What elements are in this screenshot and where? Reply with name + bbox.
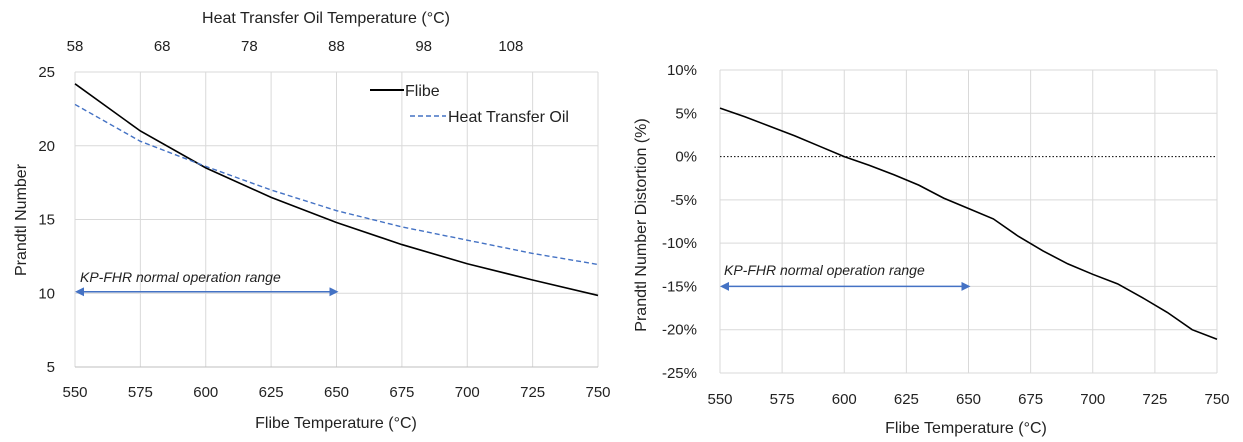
left-x-tick-label: 675 — [389, 384, 414, 401]
right-y-tick-label: -25% — [662, 365, 697, 382]
left-x-tick-label: 550 — [62, 384, 87, 401]
legend-flibe-label: Flibe — [405, 83, 440, 100]
left-legend: Flibe Heat Transfer Oil — [370, 83, 569, 126]
right-y-tick-labels: 10% 5% 0% -5% -10% -15% -20% -25% — [662, 62, 697, 382]
prandtl-number-chart: 550 575 600 625 650 675 700 725 750 58 68 78 88 98 10… — [13, 10, 611, 432]
right-y-tick-label: -15% — [662, 278, 697, 295]
left-y-tick-labels: 5 10 15 20 25 — [38, 64, 55, 376]
right-x-tick-label: 625 — [894, 391, 919, 408]
right-y-tick-label: 0% — [675, 149, 697, 166]
right-y-tick-label: 5% — [675, 105, 697, 122]
heat-transfer-oil-line — [74, 103, 599, 266]
right-x-tick-label: 700 — [1080, 391, 1105, 408]
prandtl-distortion-chart: 550 575 600 625 650 675 700 725 750 10% 5% 0% -5% -1… — [633, 62, 1230, 437]
right-y-axis-title: Prandtl Number Distortion (%) — [633, 118, 650, 331]
right-x-tick-labels: 550 575 600 625 650 675 700 725 750 — [707, 391, 1229, 408]
left-y-tick-label: 25 — [38, 64, 55, 81]
left-top-x-tick-label: 78 — [241, 38, 258, 55]
right-y-tick-label: -20% — [662, 322, 697, 339]
left-top-x-tick-label: 88 — [328, 38, 345, 55]
left-x-tick-label: 625 — [259, 384, 284, 401]
right-x-tick-label: 575 — [770, 391, 795, 408]
left-annotation-label: KP-FHR normal operation range — [80, 269, 281, 285]
left-x-tick-label: 600 — [193, 384, 218, 401]
right-x-tick-label: 750 — [1204, 391, 1229, 408]
right-x-axis-title: Flibe Temperature (°C) — [885, 420, 1047, 437]
distortion-line — [719, 107, 1218, 340]
left-y-tick-label: 15 — [38, 212, 55, 229]
left-top-x-tick-label: 58 — [67, 38, 84, 55]
left-x-tick-label: 700 — [455, 384, 480, 401]
left-y-tick-label: 10 — [38, 285, 55, 302]
right-gridlines — [719, 69, 1218, 374]
left-series-lines — [74, 83, 599, 297]
left-x-tick-label: 750 — [585, 384, 610, 401]
left-x-tick-label: 725 — [520, 384, 545, 401]
right-x-tick-label: 650 — [956, 391, 981, 408]
right-x-tick-label: 600 — [832, 391, 857, 408]
left-top-x-tick-label: 98 — [415, 38, 432, 55]
left-x-axis-title: Flibe Temperature (°C) — [255, 415, 417, 432]
left-top-x-tick-label: 68 — [154, 38, 171, 55]
left-x-tick-labels: 550 575 600 625 650 675 700 725 750 — [62, 384, 610, 401]
right-operation-range-annotation: KP-FHR normal operation range — [720, 262, 971, 291]
left-y-axis-title: Prandtl Number — [13, 163, 30, 276]
right-y-tick-label: 10% — [667, 62, 697, 79]
right-annotation-label: KP-FHR normal operation range — [724, 262, 925, 278]
left-y-tick-label: 5 — [47, 359, 55, 376]
right-x-tick-label: 675 — [1018, 391, 1043, 408]
legend-oil-label: Heat Transfer Oil — [448, 109, 569, 126]
right-y-tick-label: -10% — [662, 235, 697, 252]
right-x-tick-label: 725 — [1142, 391, 1167, 408]
left-x-tick-label: 575 — [128, 384, 153, 401]
left-top-x-tick-labels: 58 68 78 88 98 108 — [67, 38, 524, 55]
flibe-line — [74, 83, 599, 297]
right-x-tick-label: 550 — [707, 391, 732, 408]
left-x2-axis-title: Heat Transfer Oil Temperature (°C) — [202, 10, 450, 27]
left-y-tick-label: 20 — [38, 138, 55, 155]
left-x-tick-label: 650 — [324, 384, 349, 401]
left-top-x-tick-label: 108 — [498, 38, 523, 55]
left-operation-range-annotation: KP-FHR normal operation range — [75, 269, 339, 297]
right-series-lines — [719, 107, 1218, 340]
right-y-tick-label: -5% — [670, 192, 697, 209]
